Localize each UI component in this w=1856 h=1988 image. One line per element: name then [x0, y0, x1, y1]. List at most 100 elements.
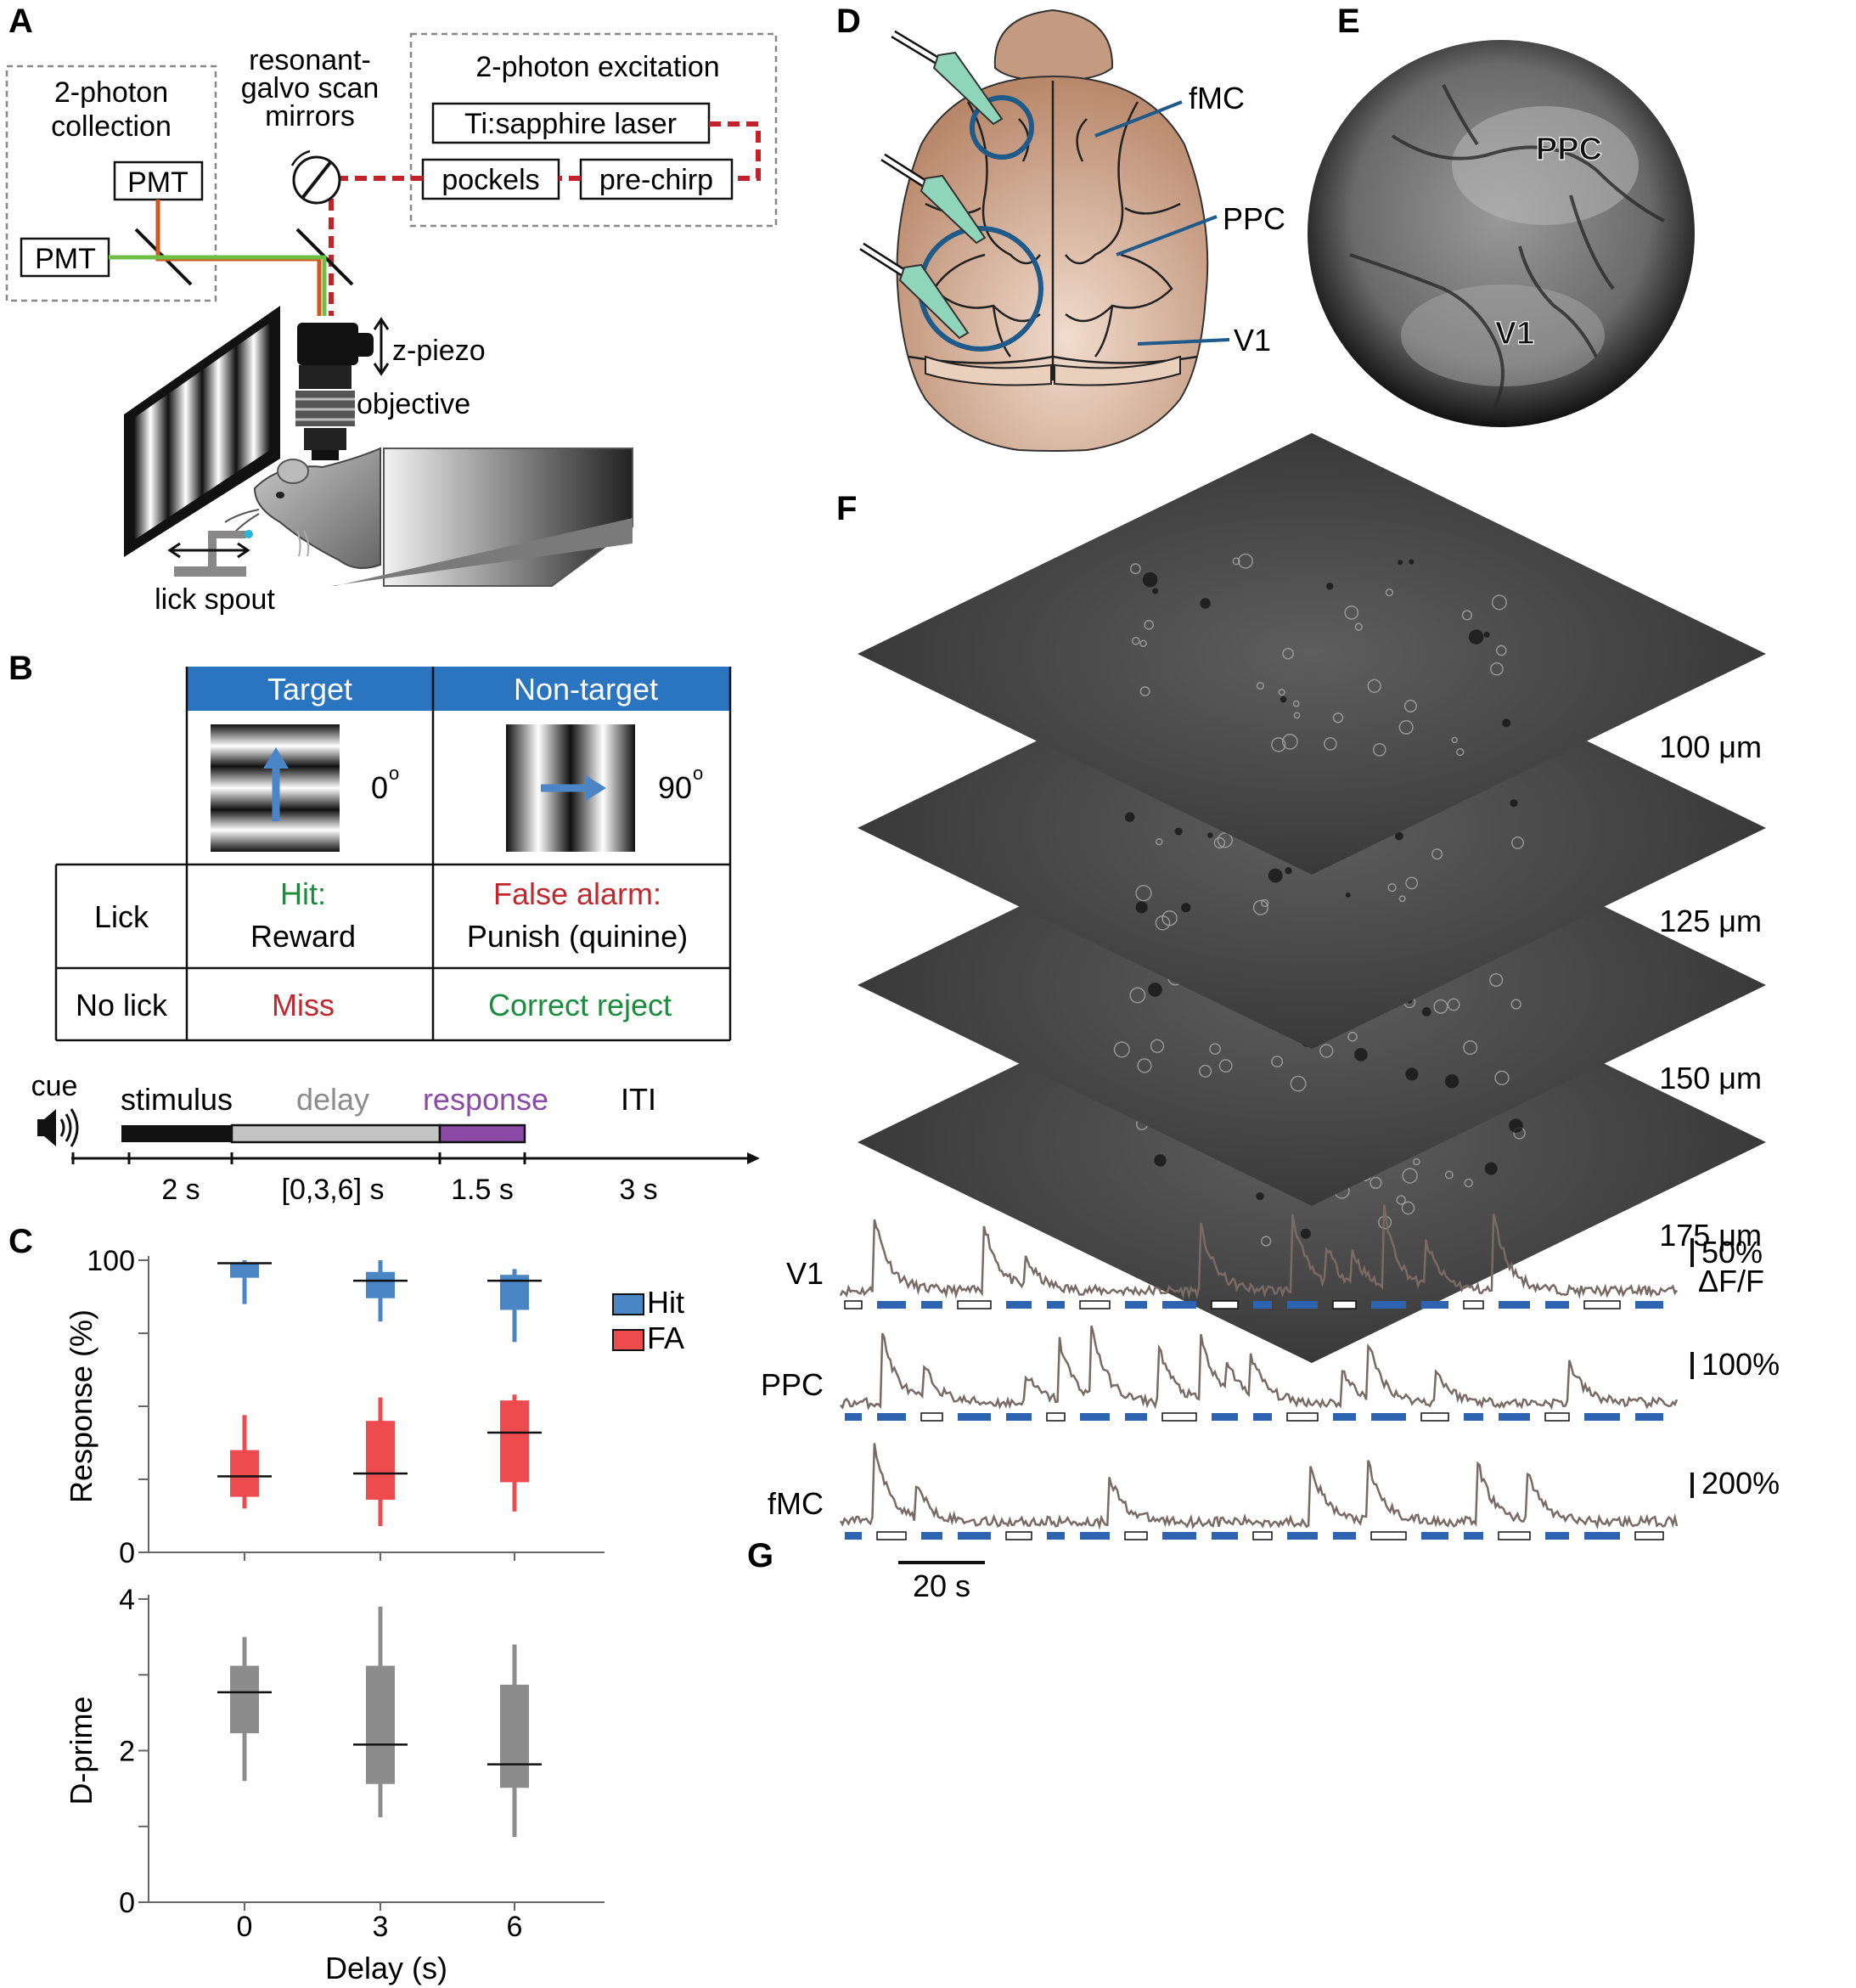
neuron [1354, 1048, 1368, 1062]
nontarget-marker [1498, 1531, 1531, 1540]
target-marker [1162, 1532, 1196, 1540]
neuron [1209, 1043, 1221, 1056]
pockels-label: pockels [442, 164, 539, 196]
neuron [1207, 832, 1213, 838]
x-tick-label: 0 [237, 1911, 253, 1943]
neuron [1139, 639, 1147, 647]
neuron [1238, 553, 1253, 569]
stimulus-label: stimulus [121, 1082, 233, 1117]
objective-label: objective [357, 388, 470, 420]
target-marker [1125, 1413, 1147, 1421]
neuron [1347, 1031, 1358, 1042]
panel-label-d: D [836, 3, 861, 40]
neuron [1387, 883, 1397, 893]
neuron [1319, 1044, 1334, 1058]
neuron [1200, 598, 1211, 609]
nontarget-marker [1124, 1531, 1148, 1540]
target-marker [877, 1413, 906, 1421]
box [366, 1665, 395, 1784]
pmt-left-box [20, 237, 110, 278]
neuron [1489, 972, 1504, 988]
delay-label: delay [296, 1082, 369, 1117]
neuron [1367, 679, 1381, 693]
target-marker [1499, 1301, 1530, 1309]
neuron [1129, 563, 1141, 575]
y-axis-label: D-prime [64, 1696, 98, 1805]
depth-label: 100 μm [1659, 729, 1762, 764]
neuron [1405, 876, 1419, 890]
y-tick-label: 4 [119, 1584, 135, 1616]
mouse-head [253, 447, 381, 569]
neuron [1256, 1192, 1264, 1201]
nontarget-marker [1583, 1300, 1621, 1309]
angle-nontarget: 90 [658, 770, 692, 805]
target-marker [1333, 1413, 1356, 1421]
target-marker [1584, 1413, 1620, 1421]
hit-outcome: Reward [250, 919, 356, 954]
target-marker [1421, 1532, 1448, 1540]
hit-label: Hit: [280, 876, 326, 911]
panel-d-brain: fMC PPC V1 [859, 8, 1285, 452]
window-ppc-label: PPC [1536, 132, 1602, 167]
neuron [1268, 868, 1283, 883]
lickspout-label: lick spout [155, 583, 275, 616]
neuron [1403, 699, 1417, 712]
calcium-trace [839, 1443, 1679, 1531]
ppc-label: PPC [1223, 201, 1285, 236]
neuron [1292, 700, 1300, 707]
nontarget-marker [1286, 1412, 1319, 1422]
miss-label: Miss [272, 988, 335, 1022]
t-iti: 3 s [619, 1174, 657, 1206]
x-axis-label: Delay (s) [325, 1951, 447, 1985]
neuron [1152, 588, 1159, 594]
y-tick-label: 0 [119, 1537, 135, 1569]
correct-reject-label: Correct reject [488, 988, 672, 1022]
neuron [1144, 619, 1155, 630]
neuron [1345, 893, 1351, 898]
nontarget-marker [920, 1412, 943, 1422]
neuron [1463, 1040, 1478, 1056]
neuron [1396, 1195, 1406, 1205]
prechirp-label: pre-chirp [599, 164, 713, 196]
nontarget-marker [957, 1300, 992, 1309]
target-marker [1464, 1413, 1483, 1421]
depth-label: 125 μm [1659, 904, 1762, 938]
neuron [1142, 572, 1158, 588]
neuron [1444, 1170, 1454, 1180]
neuron [1217, 832, 1233, 848]
nontarget-marker [1634, 1531, 1664, 1540]
collection-box [5, 65, 217, 302]
box [366, 1271, 395, 1298]
nontarget-marker [844, 1300, 863, 1309]
neuron [1285, 867, 1292, 875]
target-marker [1125, 1301, 1147, 1309]
laser-path [329, 121, 761, 316]
header-target [187, 667, 433, 711]
objective-icon [299, 365, 352, 389]
target-marker [877, 1301, 906, 1309]
neuron [1148, 983, 1162, 997]
neuron [1282, 734, 1298, 750]
target-marker [1499, 1413, 1530, 1421]
target-marker [1421, 1301, 1448, 1309]
neuron [1483, 631, 1490, 638]
fmc-label: fMC [1189, 81, 1245, 115]
calcium-trace [839, 1204, 1679, 1300]
neuron [1456, 747, 1465, 757]
neuron [1511, 836, 1524, 849]
degree-nontarget: o [693, 763, 703, 784]
nontarget-marker [1005, 1531, 1032, 1540]
neuron [1161, 910, 1178, 926]
scale-label: 100% [1701, 1347, 1780, 1382]
neuron [1461, 610, 1473, 621]
panel-label-b: B [8, 650, 33, 687]
target-marker [1047, 1301, 1065, 1309]
target-marker [1635, 1413, 1663, 1421]
neuron [1502, 718, 1511, 728]
excitation-title: 2-photon excitation [475, 51, 719, 83]
neuron [1433, 999, 1448, 1014]
laser-label: Ti:sapphire laser [464, 108, 677, 140]
nontarget-marker [1420, 1412, 1449, 1422]
neuron [1491, 594, 1507, 611]
